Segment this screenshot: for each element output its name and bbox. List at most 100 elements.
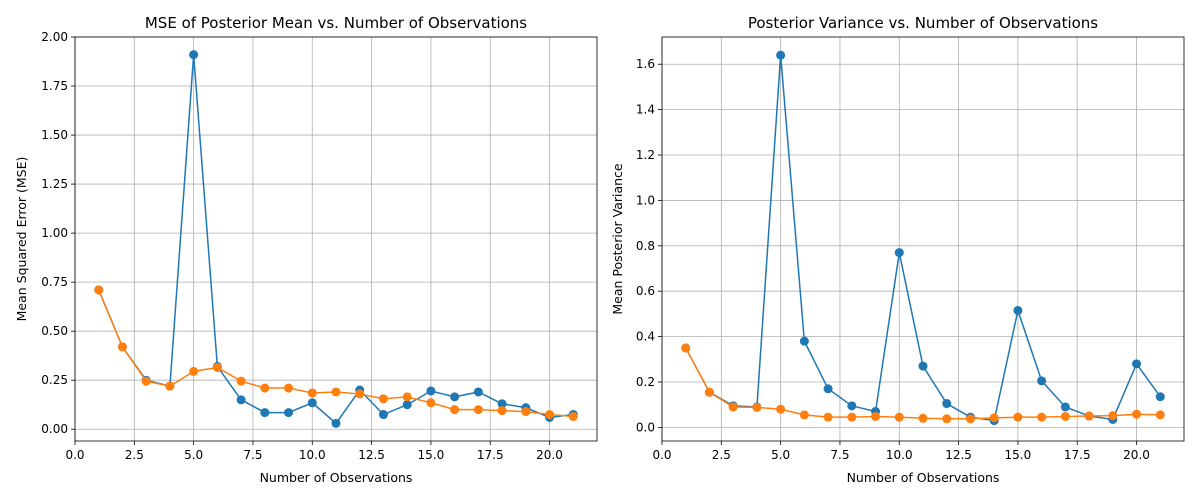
series-2-point [426,398,436,408]
series-1-line [98,54,574,425]
series-1-point [799,336,809,346]
series-2-point [284,383,294,393]
series-1-point [378,410,388,420]
series-2-point [918,413,928,423]
y-tick-label: 1.2 [636,148,655,162]
chart-title: Posterior Variance vs. Number of Observa… [748,14,1098,32]
x-tick-label: 12.5 [358,448,385,462]
series-2-point [823,412,833,422]
series-2-point [1037,412,1047,422]
series-2-point [752,402,762,412]
series-1-point [1037,376,1047,386]
x-tick-label: 7.5 [243,448,262,462]
x-tick-label: 10.0 [886,448,913,462]
series-1-point [776,50,786,60]
y-tick-label: 1.75 [41,79,68,93]
series-2-point [117,342,127,352]
series-2-point [378,394,388,404]
series-1-point [473,387,483,397]
series-1-point [402,400,412,410]
x-tick-label: 5.0 [184,448,203,462]
series-1-point [307,398,317,408]
series-2-point [704,387,714,397]
y-tick-label: 2.00 [41,30,68,44]
y-tick-label: 0.2 [636,375,655,389]
series-2-point [1108,411,1118,421]
series-2-point [473,405,483,415]
x-tick-label: 0.0 [65,448,84,462]
y-tick-label: 1.50 [41,128,68,142]
series-2-point [236,376,246,386]
series-1-point [847,401,857,411]
series-2-point [189,366,199,376]
series-2-point [212,362,222,372]
series-2-point [1084,411,1094,421]
x-tick-label: 20.0 [536,448,563,462]
series-2-point [799,410,809,420]
y-tick-label: 1.00 [41,226,68,240]
y-tick-label: 1.4 [636,103,655,117]
series-2-point [681,343,691,353]
series-1-point [823,384,833,394]
x-tick-label: 10.0 [299,448,326,462]
series-1-point [331,418,341,428]
series-2-point [1060,411,1070,421]
series-1-point [236,395,246,405]
plot-frame [74,36,598,442]
y-tick-label: 1.6 [636,57,655,71]
y-tick-label: 0.0 [636,420,655,434]
y-tick-label: 0.75 [41,275,68,289]
y-tick-label: 0.50 [41,324,68,338]
series-2-point [141,376,151,386]
series-1-point [1132,359,1142,369]
x-tick-label: 2.5 [125,448,144,462]
chart-panel-1: 0.0 2.5 5.0 7.5 10.0 12.5 15.0 17.5 20.0 0.00 0.25… [14,14,598,485]
series-1-point [942,399,952,409]
series-1-point [1060,402,1070,412]
y-tick-label: 0.00 [41,422,68,436]
series-2-point [989,413,999,423]
y-tick-label: 0.4 [636,330,655,344]
chart-panel-2: 0.0 2.5 5.0 7.5 10.0 12.5 15.0 17.5 20.0 0.0 0.2 0.… [610,14,1185,485]
x-tick-label: 5.0 [771,448,790,462]
series-2-point [497,406,507,416]
series-1-point [894,248,904,258]
x-tick-label: 2.5 [712,448,731,462]
series-2-point [402,392,412,402]
x-tick-label: 15.0 [1005,448,1032,462]
x-tick-label: 7.5 [830,448,849,462]
series-2-point [1155,410,1165,420]
series-2-point [165,381,175,391]
series-2-point [1013,412,1023,422]
series-2-point [545,410,555,420]
series-2-point [728,402,738,412]
series-2-point [260,383,270,393]
y-axis-label: Mean Posterior Variance [610,163,625,315]
series-2-point [871,411,881,421]
y-tick-label: 0.25 [41,373,68,387]
series-2-point [776,404,786,414]
series-2-point [450,405,460,415]
series-1-point [426,386,436,396]
series-1-point [918,361,928,371]
series-2-point [331,387,341,397]
chart-title: MSE of Posterior Mean vs. Number of Obse… [145,14,527,32]
x-tick-label: 20.0 [1123,448,1150,462]
y-tick-label: 0.6 [636,284,655,298]
series-1-point [284,408,294,418]
y-tick-label: 1.0 [636,193,655,207]
series-2-point [942,414,952,424]
series-2-point [1132,409,1142,419]
series-2-point [355,389,365,399]
series-2-point [568,411,578,421]
x-tick-label: 0.0 [652,448,671,462]
series-1-point [450,392,460,402]
x-tick-label: 15.0 [418,448,445,462]
x-axis-label: Number of Observations [847,470,1000,485]
series-2-point [965,414,975,424]
series-2-point [521,407,531,417]
series-1-point [260,408,270,418]
x-tick-label: 17.5 [1064,448,1091,462]
y-tick-label: 0.8 [636,239,655,253]
